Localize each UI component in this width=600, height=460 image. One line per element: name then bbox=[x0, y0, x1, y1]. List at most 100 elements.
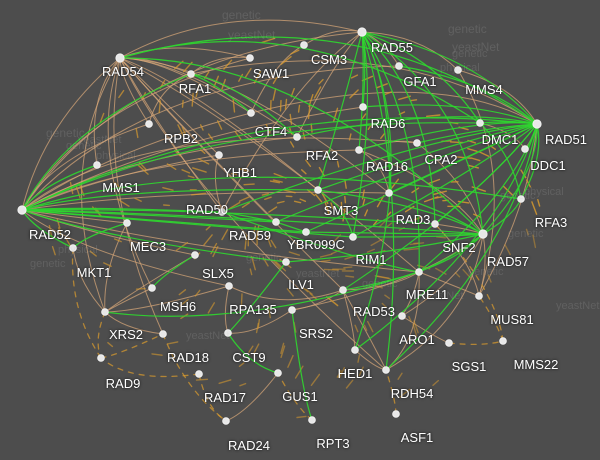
edge-coexpression bbox=[370, 238, 384, 247]
edge-coexpression bbox=[113, 238, 122, 243]
edge-coexpression bbox=[280, 342, 285, 354]
node-layer[interactable] bbox=[17, 27, 542, 425]
edge-coexpression bbox=[137, 164, 149, 175]
graph-node-rad18[interactable] bbox=[159, 330, 167, 338]
graph-node-dmc1[interactable] bbox=[476, 119, 484, 127]
edge-coexpression bbox=[324, 200, 330, 215]
graph-node-rad55[interactable] bbox=[357, 27, 367, 37]
graph-node-yhb1[interactable] bbox=[215, 151, 223, 159]
graph-node-mms22[interactable] bbox=[499, 337, 507, 345]
edge-coexpression bbox=[344, 179, 347, 189]
edge-physical bbox=[317, 189, 484, 235]
edge-coexpression bbox=[190, 192, 207, 196]
edge-genetic bbox=[119, 57, 420, 273]
graph-node-asf1[interactable] bbox=[392, 410, 400, 418]
edge-coexpression bbox=[277, 372, 313, 421]
graph-node-srs2[interactable] bbox=[288, 306, 296, 314]
graph-node-rad50[interactable] bbox=[218, 208, 226, 216]
edge-genetic bbox=[119, 57, 344, 291]
graph-node-ddc1[interactable] bbox=[521, 145, 529, 153]
graph-node-msh6[interactable] bbox=[148, 284, 156, 292]
edge-coexpression bbox=[381, 302, 387, 308]
edge-physical bbox=[352, 123, 538, 238]
edge-genetic bbox=[457, 69, 495, 297]
edge-coexpression bbox=[320, 259, 331, 263]
edge-genetic bbox=[107, 57, 153, 289]
graph-node-xrs2[interactable] bbox=[101, 308, 109, 316]
edge-physical bbox=[21, 209, 287, 263]
graph-node-rad6[interactable] bbox=[359, 103, 367, 111]
edge-coexpression bbox=[311, 54, 319, 58]
edge-coexpression bbox=[378, 216, 390, 228]
graph-node-rfa3[interactable] bbox=[517, 195, 525, 203]
graph-node-mec3[interactable] bbox=[123, 219, 131, 227]
graph-node-rdh54[interactable] bbox=[382, 366, 390, 374]
graph-node-sgs1[interactable] bbox=[445, 339, 453, 347]
edge-coexpression bbox=[289, 141, 295, 148]
graph-node-gus1[interactable] bbox=[274, 369, 282, 377]
graph-node-mus81[interactable] bbox=[475, 292, 483, 300]
graph-node-ybr099c[interactable] bbox=[302, 228, 310, 236]
edge-coexpression bbox=[363, 324, 368, 332]
edge-coexpression bbox=[166, 341, 179, 345]
graph-node-mre11[interactable] bbox=[415, 268, 423, 276]
edge-coexpression bbox=[473, 213, 482, 219]
graph-node-rfa1[interactable] bbox=[187, 70, 195, 78]
graph-node-slx5[interactable] bbox=[191, 251, 199, 259]
edge-coexpression bbox=[205, 225, 211, 231]
graph-node-mms1[interactable] bbox=[93, 161, 101, 169]
graph-node-rad52[interactable] bbox=[17, 205, 27, 215]
edge-coexpression bbox=[380, 132, 386, 140]
edge-coexpression bbox=[272, 259, 281, 269]
graph-node-rad3[interactable] bbox=[385, 189, 393, 197]
edge-coexpression bbox=[337, 371, 342, 378]
graph-node-gfa1[interactable] bbox=[395, 62, 403, 70]
edge-coexpression bbox=[261, 192, 269, 196]
graph-node-saw1[interactable] bbox=[246, 54, 254, 62]
graph-node-rad9[interactable] bbox=[97, 354, 105, 362]
edge-coexpression bbox=[287, 355, 294, 368]
graph-node-snf2[interactable] bbox=[478, 229, 488, 239]
graph-node-rad53[interactable] bbox=[339, 286, 347, 294]
graph-node-rad51[interactable] bbox=[532, 119, 542, 129]
edge-coexpression bbox=[307, 104, 311, 120]
edge-genetic bbox=[225, 372, 279, 422]
graph-node-rim1[interactable] bbox=[349, 233, 357, 241]
edge-coexpression bbox=[279, 99, 282, 112]
graph-node-rpa135[interactable] bbox=[225, 282, 233, 290]
edge-coexpression bbox=[100, 357, 200, 378]
edge-physical bbox=[21, 209, 484, 235]
edge-coexpression bbox=[134, 197, 142, 202]
edge-physical bbox=[354, 31, 392, 351]
edge-coexpression bbox=[48, 224, 53, 238]
graph-node-cst9[interactable] bbox=[224, 329, 232, 337]
graph-node-ilv1[interactable] bbox=[282, 258, 290, 266]
graph-node-csm3[interactable] bbox=[300, 41, 308, 49]
graph-node-ctf4[interactable] bbox=[247, 109, 255, 117]
graph-node-mkt1[interactable] bbox=[69, 244, 77, 252]
edge-physical bbox=[342, 123, 538, 291]
graph-node-hed1[interactable] bbox=[351, 346, 359, 354]
graph-node-rad59[interactable] bbox=[272, 218, 280, 226]
graph-node-rpb2[interactable] bbox=[145, 120, 153, 128]
edge-coexpression bbox=[276, 200, 285, 204]
graph-node-smt3[interactable] bbox=[314, 186, 322, 194]
edge-genetic bbox=[401, 271, 420, 317]
graph-node-rad16[interactable] bbox=[355, 146, 363, 154]
graph-node-rad57[interactable] bbox=[431, 220, 439, 228]
graph-node-rad24[interactable] bbox=[222, 417, 230, 425]
graph-node-rad17[interactable] bbox=[195, 370, 203, 378]
graph-node-mms4[interactable] bbox=[454, 66, 462, 74]
edge-coexpression bbox=[525, 228, 529, 236]
graph-node-cpa2[interactable] bbox=[413, 139, 421, 147]
edge-genetic bbox=[221, 31, 363, 213]
edge-coexpression bbox=[135, 287, 146, 290]
graph-node-rpt3[interactable] bbox=[308, 416, 316, 424]
graph-node-rfa2[interactable] bbox=[293, 133, 301, 141]
graph-node-rad54[interactable] bbox=[115, 53, 125, 63]
graph-node-aro1[interactable] bbox=[398, 312, 406, 320]
edge-physical bbox=[482, 123, 538, 235]
edge-physical bbox=[221, 211, 420, 273]
edge-coexpression bbox=[412, 323, 418, 337]
